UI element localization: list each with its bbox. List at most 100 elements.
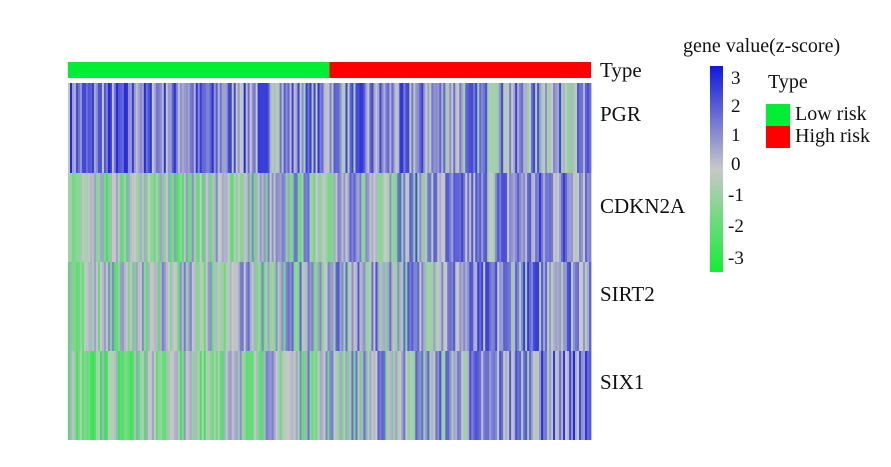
heatmap-cell — [305, 83, 308, 173]
heatmap-cell — [127, 83, 131, 173]
heatmap-cell — [303, 351, 306, 440]
colorscale-tick-2: 2 — [731, 96, 741, 117]
heatmap-cell — [541, 83, 544, 173]
heatmap-cell — [135, 83, 139, 173]
heatmap-cell — [131, 262, 135, 351]
heatmap-cell — [451, 262, 454, 351]
heatmap-cell — [319, 351, 322, 440]
heatmap-cell — [305, 351, 308, 440]
heatmap-cell — [423, 262, 426, 351]
heatmap-cell — [433, 83, 436, 173]
heatmap-cell — [243, 83, 247, 173]
heatmap-cell — [259, 83, 263, 173]
heatmap-cell — [413, 173, 416, 262]
heatmap-cell — [431, 83, 434, 173]
heatmap-cell — [293, 351, 296, 440]
heatmap-cell — [523, 351, 526, 440]
heatmap-cell — [511, 351, 514, 440]
heatmap-cell — [81, 351, 85, 440]
heatmap-cell — [101, 262, 105, 351]
heatmap-cell — [321, 262, 324, 351]
heatmap-cell — [521, 83, 524, 173]
heatmap-cell — [311, 173, 314, 262]
heatmap-cell — [87, 83, 91, 173]
heatmap-cell — [215, 351, 219, 440]
heatmap-cell — [329, 262, 332, 351]
heatmap-cell — [539, 83, 542, 173]
heatmap-cell — [537, 173, 540, 262]
heatmap-cell — [273, 173, 277, 262]
heatmap-cell — [541, 262, 544, 351]
heatmap-cell — [217, 83, 221, 173]
heatmap-cell — [455, 262, 458, 351]
heatmap-cell — [287, 262, 290, 351]
heatmap-cell — [89, 173, 93, 262]
heatmap-cell — [441, 173, 444, 262]
heatmap-cell — [83, 351, 87, 440]
heatmap-cell — [265, 262, 269, 351]
heatmap-cell — [521, 262, 524, 351]
heatmap-cell — [135, 262, 139, 351]
heatmap-cell — [197, 262, 201, 351]
heatmap-cell — [149, 173, 153, 262]
heatmap-cell — [447, 83, 450, 173]
heatmap-cell — [231, 262, 235, 351]
heatmap-cell — [335, 83, 338, 173]
heatmap-cell — [111, 173, 115, 262]
heatmap-cell — [187, 173, 191, 262]
heatmap-cell — [327, 83, 330, 173]
heatmap-cell — [471, 173, 474, 262]
heatmap-cell — [529, 262, 532, 351]
heatmap-cells — [68, 83, 592, 440]
heatmap-cell — [309, 262, 312, 351]
heatmap-cell — [145, 173, 149, 262]
heatmap-cell — [531, 262, 534, 351]
heatmap-cell — [491, 173, 494, 262]
heatmap-cell — [435, 173, 438, 262]
heatmap-cell — [561, 351, 564, 440]
heatmap-cell — [553, 173, 556, 262]
heatmap-cell — [185, 262, 189, 351]
heatmap-cell — [77, 351, 81, 440]
row-label-sirt2: SIRT2 — [600, 282, 655, 306]
heatmap-cell — [485, 83, 488, 173]
heatmap-cell — [569, 173, 572, 262]
heatmap-cell — [467, 173, 470, 262]
heatmap-cell — [285, 83, 288, 173]
heatmap-cell — [159, 262, 163, 351]
heatmap-cell — [453, 351, 456, 440]
heatmap-cell — [221, 351, 225, 440]
heatmap-cell — [91, 173, 95, 262]
heatmap-cell — [421, 173, 424, 262]
heatmap-cell — [551, 173, 554, 262]
heatmap-cell — [293, 262, 296, 351]
heatmap-cell — [471, 262, 474, 351]
heatmap-cell — [575, 83, 578, 173]
heatmap-cell — [533, 83, 536, 173]
heatmap-cell — [509, 83, 512, 173]
heatmap-cell — [559, 351, 562, 440]
heatmap-cell — [455, 83, 458, 173]
heatmap-cell — [521, 351, 524, 440]
heatmap-cell — [291, 351, 294, 440]
heatmap-cell — [567, 351, 570, 440]
heatmap-cell — [201, 351, 205, 440]
heatmap-cell — [89, 262, 93, 351]
heatmap-cell — [283, 351, 286, 440]
heatmap-cell — [335, 262, 338, 351]
heatmap-cell — [95, 351, 99, 440]
heatmap-cell — [539, 173, 542, 262]
heatmap-cell — [421, 351, 424, 440]
heatmap-cell — [411, 262, 414, 351]
heatmap-cell — [307, 262, 310, 351]
heatmap-cell — [473, 351, 476, 440]
heatmap-cell — [505, 262, 508, 351]
heatmap-cell — [149, 83, 153, 173]
heatmap-cell — [105, 351, 109, 440]
heatmap-cell — [135, 173, 139, 262]
heatmap-cell — [415, 262, 418, 351]
heatmap-cell — [117, 83, 121, 173]
heatmap-cell — [221, 173, 225, 262]
heatmap-cell — [211, 262, 215, 351]
heatmap-cell — [501, 262, 504, 351]
